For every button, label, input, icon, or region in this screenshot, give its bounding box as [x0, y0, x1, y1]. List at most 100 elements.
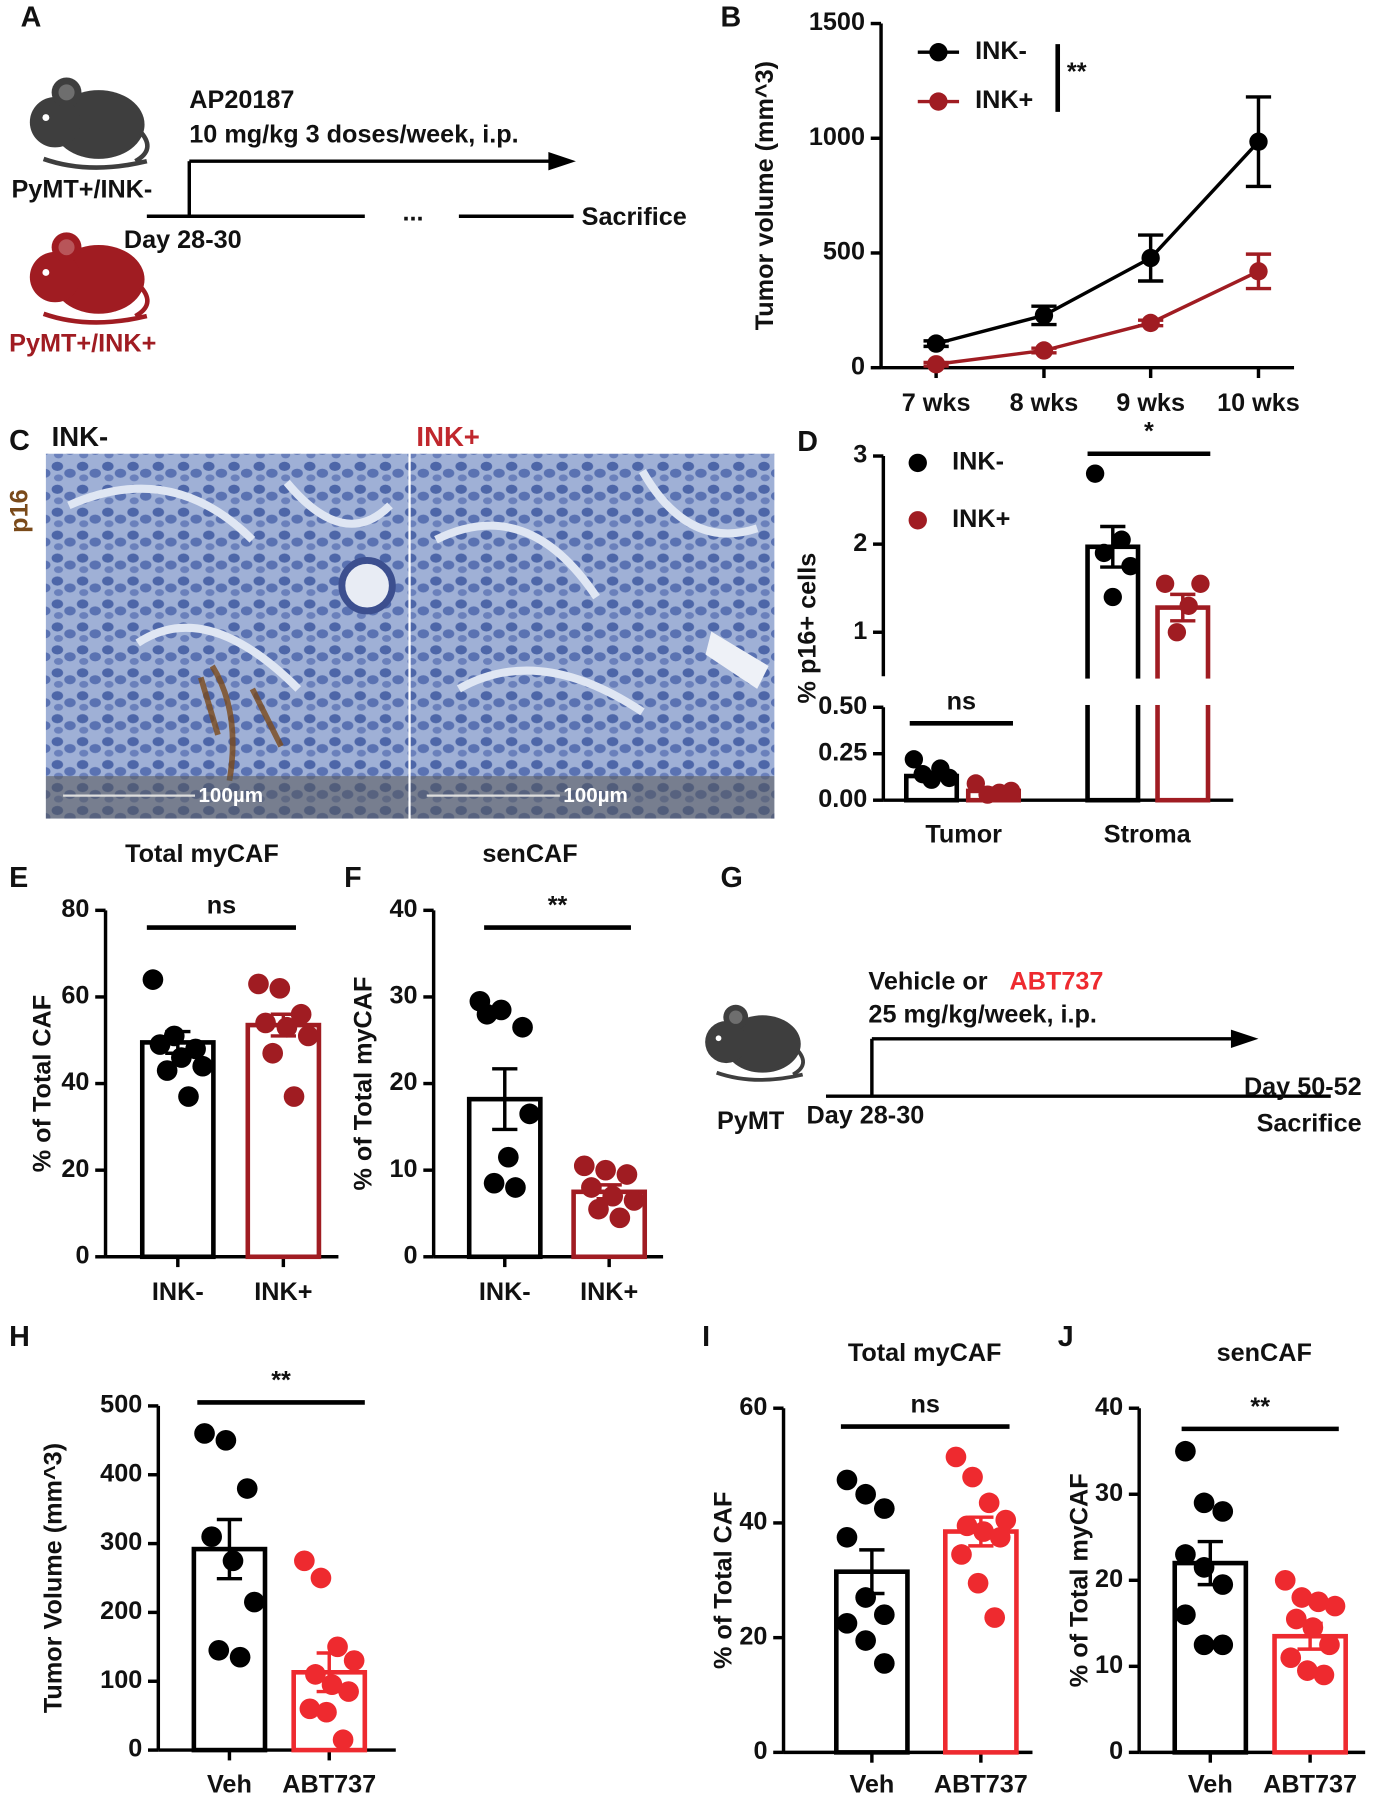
point — [338, 1681, 359, 1702]
series-line — [935, 140, 1260, 346]
y-axis-label: % of Total myCAF — [1065, 1473, 1093, 1687]
end-label: Sacrifice — [582, 203, 687, 231]
point — [940, 768, 959, 788]
point — [208, 1639, 230, 1661]
y-tick-label: 30 — [1095, 1479, 1123, 1507]
point — [602, 1185, 624, 1207]
panel-label: C — [9, 425, 30, 457]
point — [1291, 1587, 1313, 1608]
point — [201, 1526, 222, 1548]
x-tick-label: 7 wks — [902, 389, 971, 417]
y-tick-label: 60 — [739, 1393, 767, 1421]
x-tick-label: ABT737 — [1263, 1770, 1357, 1798]
point — [294, 1550, 315, 1572]
point — [1167, 623, 1187, 642]
panel-label: G — [720, 862, 742, 894]
point — [573, 1155, 595, 1177]
point — [855, 1630, 876, 1651]
image-label: INK- — [52, 421, 109, 452]
point — [1324, 1595, 1346, 1617]
panel-label: A — [21, 2, 42, 34]
point — [1141, 313, 1160, 333]
panel-label: J — [1058, 1321, 1074, 1353]
point — [978, 1492, 1000, 1514]
point — [290, 1003, 312, 1025]
y-tick-label: 10 — [390, 1155, 418, 1183]
point — [945, 1446, 967, 1468]
y-tick-label: 80 — [61, 895, 89, 923]
point — [1094, 543, 1114, 563]
y-tick-label: 0 — [1109, 1737, 1123, 1765]
point — [1034, 306, 1054, 325]
scale-bar-label: 100µm — [563, 784, 628, 807]
y-tick-label: 1500 — [809, 8, 865, 36]
point — [519, 1103, 540, 1125]
point — [316, 1701, 337, 1723]
y-tick-label: 0.25 — [818, 738, 867, 766]
point — [581, 1177, 602, 1198]
x-tick-label: INK+ — [580, 1278, 638, 1306]
y-tick-label: 500 — [100, 1391, 142, 1419]
point — [1319, 1634, 1340, 1656]
x-tick-label: ABT737 — [934, 1770, 1028, 1798]
y-tick-label: 0 — [404, 1241, 418, 1269]
point — [1249, 132, 1268, 151]
y-tick-label: 500 — [823, 238, 865, 266]
point — [855, 1483, 876, 1505]
model-label: PyMT — [717, 1107, 785, 1135]
point — [215, 1430, 237, 1451]
point — [984, 1607, 1006, 1628]
point — [192, 1055, 214, 1077]
point — [836, 1612, 858, 1634]
point — [1034, 341, 1054, 360]
point — [1302, 1617, 1324, 1638]
point — [332, 1729, 354, 1751]
legend-marker — [908, 511, 927, 530]
point — [327, 1636, 348, 1658]
point — [476, 1003, 498, 1025]
treatment-drug: ABT737 — [1010, 967, 1104, 995]
y-tick-label: 60 — [61, 982, 89, 1010]
y-axis-label: Tumor volume (mm^3) — [751, 61, 779, 330]
point — [236, 1478, 258, 1499]
dose: 10 mg/kg 3 doses/week, i.p. — [189, 121, 518, 149]
x-tick-label: ABT737 — [282, 1770, 376, 1798]
point — [995, 1509, 1017, 1531]
point — [973, 1521, 994, 1542]
point — [297, 1025, 319, 1047]
point — [616, 1164, 638, 1185]
point — [156, 1060, 178, 1081]
point — [951, 1544, 972, 1565]
point — [343, 1650, 365, 1671]
point — [966, 774, 985, 793]
x-tick-label: Veh — [1188, 1770, 1233, 1798]
x-tick-label: 10 wks — [1217, 389, 1300, 417]
point — [873, 1498, 895, 1519]
x-tick-label: Veh — [207, 1770, 252, 1798]
point — [505, 1177, 526, 1198]
y-tick-label: 100 — [100, 1666, 142, 1694]
bar — [943, 1529, 1019, 1755]
legend-label: INK- — [975, 37, 1027, 65]
arrowhead — [1230, 1029, 1259, 1048]
point — [1308, 1591, 1329, 1613]
point — [962, 1466, 983, 1488]
y-tick-label: 0 — [851, 352, 865, 380]
point — [299, 1698, 321, 1720]
legend-label: INK- — [952, 448, 1004, 476]
group-label: PyMT+/INK+ — [9, 329, 156, 357]
y-tick-label: 0.00 — [818, 785, 867, 813]
point — [178, 1086, 199, 1107]
point — [978, 785, 997, 804]
point — [1193, 1492, 1215, 1514]
image-label: INK+ — [416, 421, 479, 452]
point — [1121, 556, 1140, 576]
point — [1141, 248, 1160, 268]
panel-label: B — [720, 2, 741, 34]
point — [222, 1550, 244, 1572]
y-axis-label: % of Total myCAF — [349, 977, 377, 1191]
point — [836, 1526, 858, 1548]
point — [1212, 1574, 1234, 1595]
start-label: Day 28-30 — [806, 1101, 924, 1129]
point — [1274, 1569, 1296, 1591]
